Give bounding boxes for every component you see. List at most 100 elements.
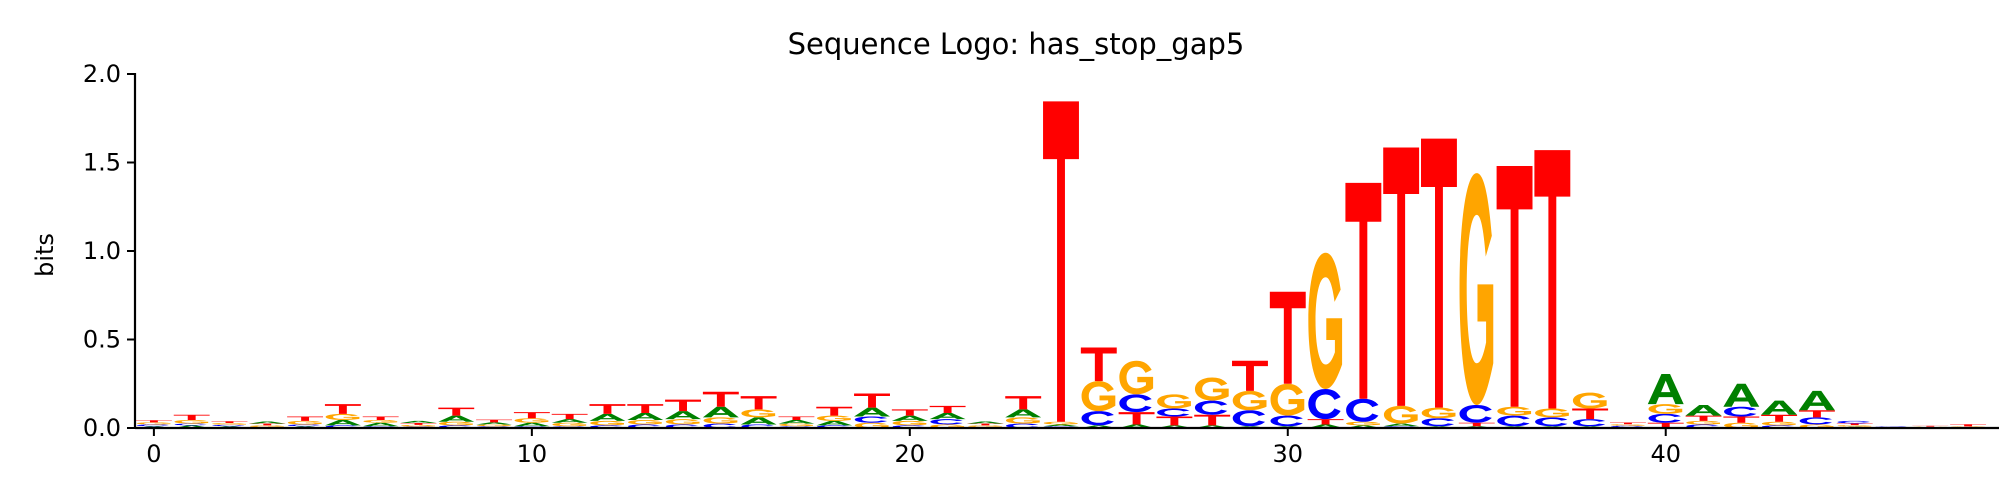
logo-letter-A-pos-13	[627, 412, 664, 421]
logo-letter-T-pos-45	[1836, 423, 1873, 426]
y-tick-label: 1.5	[83, 149, 121, 177]
logo-letter-C-pos-35	[1459, 404, 1492, 423]
logo-letter-A-pos-21	[929, 412, 966, 420]
logo-letter-A-pos-6	[362, 422, 399, 427]
logo-letter-T-pos-26	[1118, 412, 1155, 425]
logo-letter-A-pos-10	[513, 422, 550, 427]
logo-letter-G-pos-13	[628, 420, 662, 425]
logo-letter-G-pos-22	[968, 425, 1002, 428]
logo-letter-T-pos-2	[211, 421, 248, 424]
logo-letter-G-pos-7	[401, 424, 435, 427]
logo-letter-C-pos-38	[1572, 419, 1606, 427]
logo-letter-C-pos-40	[1648, 413, 1681, 423]
logo-letter-T-pos-41	[1685, 415, 1722, 421]
logo-letter-A-pos-8	[438, 415, 475, 422]
logo-letter-A-pos-3	[249, 421, 286, 424]
logo-letter-G-pos-6	[363, 420, 398, 423]
logo-letter-T-pos-25	[1080, 347, 1117, 382]
logo-letter-A-pos-18	[816, 420, 853, 426]
logo-letter-T-pos-7	[400, 423, 437, 425]
y-axis-label: bits	[31, 233, 59, 277]
logo-letter-T-pos-6	[362, 416, 399, 421]
logo-letter-C-pos-34	[1421, 418, 1455, 427]
logo-letter-T-pos-29	[1232, 360, 1268, 391]
logo-letter-T-pos-39	[1609, 422, 1646, 425]
logo-letter-T-pos-40	[1647, 422, 1684, 428]
logo-letter-A-pos-44	[1798, 390, 1835, 411]
logo-letter-C-pos-4	[287, 424, 321, 427]
axes-layer: 0.0 0.5 1.0 1.5 2.0 0 10 20 30 40	[83, 60, 1999, 468]
logo-letter-T-pos-4	[287, 416, 324, 421]
logo-letter-G-pos-2	[212, 423, 247, 425]
logo-letter-G-pos-29	[1232, 390, 1267, 411]
logo-letter-A-pos-43	[1761, 400, 1798, 415]
logo-letter-C-pos-21	[930, 419, 963, 425]
logo-letter-A-pos-41	[1685, 404, 1722, 416]
logo-letter-G-pos-25	[1081, 381, 1116, 412]
logo-letter-G-pos-41	[1686, 420, 1721, 425]
y-tick-label: 2.0	[83, 60, 121, 88]
logo-letter-G-pos-34	[1421, 407, 1456, 419]
logo-letter-G-pos-31	[1308, 252, 1343, 390]
logo-letter-T-pos-1	[173, 414, 210, 421]
logo-letter-C-pos-45	[1837, 420, 1870, 424]
logo-letter-G-pos-3	[250, 425, 284, 428]
logo-letter-T-pos-47	[1912, 425, 1949, 427]
logo-letter-C-pos-37	[1535, 417, 1568, 427]
logo-letter-T-pos-28	[1194, 414, 1231, 426]
logo-letter-T-pos-9	[476, 419, 513, 423]
logo-letter-C-pos-25	[1081, 411, 1114, 426]
logo-letter-C-pos-19	[854, 416, 888, 423]
logo-letter-A-pos-24	[1043, 424, 1079, 427]
logo-letter-C-pos-42	[1724, 406, 1757, 417]
logo-letter-C-pos-30	[1270, 415, 1303, 427]
logo-letter-T-pos-18	[816, 406, 853, 416]
logo-letter-T-pos-19	[854, 393, 890, 408]
logo-letter-C-pos-28	[1194, 400, 1228, 415]
logo-letter-A-pos-22	[967, 421, 1004, 424]
logo-letter-T-pos-35	[1458, 422, 1495, 427]
logo-letter-G-pos-18	[816, 415, 851, 421]
logo-letter-G-pos-38	[1572, 392, 1607, 409]
logo-letter-G-pos-8	[439, 421, 473, 426]
logo-letter-T-pos-11	[551, 413, 588, 420]
x-tick-label: 10	[517, 440, 548, 468]
logo-letter-T-pos-23	[1005, 396, 1042, 410]
logo-letter-C-pos-31	[1308, 389, 1341, 420]
logo-letter-T-pos-31	[1307, 419, 1344, 425]
logo-letter-G-pos-37	[1535, 408, 1569, 418]
logo-letter-G-pos-15	[703, 417, 738, 424]
logo-letter-T-pos-38	[1572, 408, 1609, 420]
logo-letter-G-pos-10	[514, 418, 549, 423]
logo-letter-T-pos-32	[1345, 182, 1382, 399]
logo-letter-G-pos-16	[741, 409, 776, 418]
logo-letter-G-pos-1	[174, 420, 209, 424]
logo-letter-T-pos-20	[891, 409, 928, 416]
logo-letter-A-pos-9	[476, 422, 513, 425]
logo-letter-A-pos-15	[702, 406, 739, 418]
logo-letter-T-pos-42	[1723, 416, 1760, 423]
logo-letter-A-pos-16	[740, 417, 777, 425]
logo-letter-T-pos-24	[1043, 101, 1079, 422]
logo-letter-T-pos-48	[1950, 424, 1987, 427]
logo-letter-G-pos-43	[1761, 421, 1796, 426]
logo-letter-T-pos-13	[627, 404, 664, 413]
logo-letter-G-pos-4	[287, 420, 322, 425]
logo-letter-C-pos-36	[1497, 415, 1530, 427]
logo-letter-G-pos-39	[1610, 424, 1645, 426]
logo-letter-G-pos-14	[665, 419, 700, 425]
logo-letter-A-pos-11	[551, 419, 588, 423]
logo-letter-A-pos-5	[324, 420, 361, 426]
y-tick-label: 1.0	[83, 237, 121, 265]
logo-letter-A-pos-14	[665, 411, 701, 420]
logo-letter-G-pos-26	[1119, 360, 1154, 395]
logo-letter-G-pos-28	[1194, 377, 1229, 401]
logo-letter-C-pos-46	[1875, 426, 1908, 427]
logo-letter-C-pos-32	[1346, 398, 1379, 422]
logo-letter-A-pos-23	[1005, 409, 1042, 418]
logo-letter-G-pos-5	[325, 413, 360, 421]
logo-letter-C-pos-26	[1119, 394, 1152, 413]
logo-letter-T-pos-12	[589, 404, 626, 414]
logo-letter-G-pos-24	[1043, 421, 1078, 425]
